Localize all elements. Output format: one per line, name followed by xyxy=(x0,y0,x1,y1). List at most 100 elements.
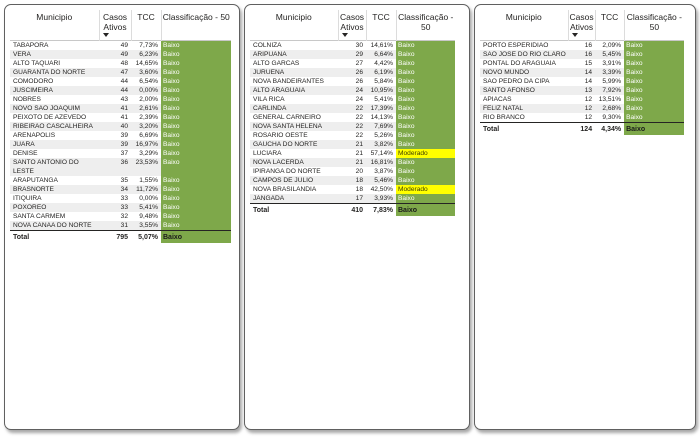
table-row[interactable]: VILA RICA 24 5,41% Baixo xyxy=(250,95,455,104)
table-row[interactable]: CAMPOS DE JULIO 18 5,46% Baixo xyxy=(250,176,455,185)
table-row[interactable]: TABAPORA 49 7,73% Baixo xyxy=(10,40,231,50)
cell-classificacao: Baixo xyxy=(161,122,231,131)
cell-classificacao: Baixo xyxy=(396,158,455,167)
cell-municipio: ALTO TAQUARI xyxy=(10,59,99,68)
table-row[interactable]: NOVA LACERDA 21 16,81% Baixo xyxy=(250,158,455,167)
cell-tcc: 0,00% xyxy=(131,86,161,95)
table-row[interactable]: SAO PEDRO DA CIPA 14 5,99% Baixo xyxy=(480,77,685,86)
cell-casos-ativos: 34 xyxy=(99,185,131,194)
table-row[interactable]: NOVA SANTA HELENA 22 7,69% Baixo xyxy=(250,122,455,131)
table-row[interactable]: CARLINDA 22 17,39% Baixo xyxy=(250,104,455,113)
table-row[interactable]: POXOREO 33 5,41% Baixo xyxy=(10,203,231,212)
cell-classificacao: Baixo xyxy=(396,59,455,68)
cell-classificacao: Baixo xyxy=(396,131,455,140)
table-row[interactable]: COLNIZA 30 14,61% Baixo xyxy=(250,40,455,50)
cell-casos-ativos: 41 xyxy=(99,104,131,113)
table-row[interactable]: SANTO ANTONIO DO LESTE 36 23,53% Baixo xyxy=(10,158,231,176)
cell-municipio: LUCIARA xyxy=(250,149,338,158)
table-row[interactable]: NOVA BRASILANDIA 18 42,50% Moderado xyxy=(250,185,455,194)
cell-tcc: 5,99% xyxy=(595,77,625,86)
table-row[interactable]: GENERAL CARNEIRO 22 14,13% Baixo xyxy=(250,113,455,122)
table-row[interactable]: SANTA CARMEM 32 9,48% Baixo xyxy=(10,212,231,221)
cell-tcc: 23,53% xyxy=(131,158,161,176)
table-row[interactable]: SAO JOSE DO RIO CLARO 16 5,45% Baixo xyxy=(480,50,685,59)
cell-tcc: 5,41% xyxy=(131,203,161,212)
table-row[interactable]: NOBRES 43 2,00% Baixo xyxy=(10,95,231,104)
cases-table-1: Municipio Casos Ativos TCC Classificação… xyxy=(10,10,231,243)
table-row[interactable]: GAUCHA DO NORTE 21 3,82% Baixo xyxy=(250,140,455,149)
sort-desc-icon xyxy=(102,33,109,37)
header-casos-ativos[interactable]: Casos Ativos xyxy=(567,10,596,41)
cell-casos-ativos: 31 xyxy=(99,221,131,231)
header-classificacao[interactable]: Classificação - 50 xyxy=(623,10,685,41)
table-row[interactable]: LUCIARA 21 57,14% Moderado xyxy=(250,149,455,158)
table-row[interactable]: ITIQUIRA 33 0,00% Baixo xyxy=(10,194,231,203)
table-row[interactable]: JURUENA 26 6,19% Baixo xyxy=(250,68,455,77)
cell-municipio: NOVA CANAA DO NORTE xyxy=(10,221,99,231)
header-casos-ativos[interactable]: Casos Ativos xyxy=(337,10,366,41)
cell-municipio: IPIRANGA DO NORTE xyxy=(250,167,338,176)
table-row[interactable]: PONTAL DO ARAGUAIA 15 3,91% Baixo xyxy=(480,59,685,68)
table-panel-1: Municipio Casos Ativos TCC Classificação… xyxy=(4,4,240,430)
table-row[interactable]: ALTO ARAGUAIA 24 10,95% Baixo xyxy=(250,86,455,95)
table-row[interactable]: PEIXOTO DE AZEVEDO 41 2,39% Baixo xyxy=(10,113,231,122)
table-row[interactable]: COMODORO 44 6,54% Baixo xyxy=(10,77,231,86)
cell-casos-ativos: 39 xyxy=(99,140,131,149)
table-row[interactable]: APIACAS 12 13,51% Baixo xyxy=(480,95,685,104)
cell-municipio: APIACAS xyxy=(480,95,568,104)
table-row[interactable]: DENISE 37 3,29% Baixo xyxy=(10,149,231,158)
header-classificacao[interactable]: Classificação - 50 xyxy=(160,10,231,41)
cell-casos-ativos: 16 xyxy=(568,40,596,50)
table-row[interactable]: VERA 49 6,23% Baixo xyxy=(10,50,231,59)
header-municipio[interactable]: Municipio xyxy=(275,12,312,22)
table-row[interactable]: SANTO AFONSO 13 7,92% Baixo xyxy=(480,86,685,95)
table-row[interactable]: NOVA BANDEIRANTES 26 5,84% Baixo xyxy=(250,77,455,86)
table-row[interactable]: RIBEIRAO CASCALHEIRA 40 3,20% Baixo xyxy=(10,122,231,131)
header-tcc[interactable]: TCC xyxy=(130,10,161,41)
cell-casos-ativos: 29 xyxy=(338,50,366,59)
table-row[interactable]: NOVO MUNDO 14 3,39% Baixo xyxy=(480,68,685,77)
table-row[interactable]: NOVO SAO JOAQUIM 41 2,61% Baixo xyxy=(10,104,231,113)
header-municipio[interactable]: Municipio xyxy=(36,12,73,22)
table-row[interactable]: ROSARIO OESTE 22 5,26% Baixo xyxy=(250,131,455,140)
table-row[interactable]: JUARA 39 16,97% Baixo xyxy=(10,140,231,149)
cell-municipio: SANTO ANTONIO DO LESTE xyxy=(10,158,99,176)
table-row[interactable]: IPIRANGA DO NORTE 20 3,87% Baixo xyxy=(250,167,455,176)
header-tcc[interactable]: TCC xyxy=(365,10,396,41)
cell-municipio: GUARANTA DO NORTE xyxy=(10,68,99,77)
table-row[interactable]: GUARANTA DO NORTE 47 3,60% Baixo xyxy=(10,68,231,77)
table-row[interactable]: ALTO TAQUARI 48 14,65% Baixo xyxy=(10,59,231,68)
cell-casos-ativos: 22 xyxy=(338,113,366,122)
cases-table-3: Municipio Casos Ativos TCC Classificação… xyxy=(480,10,685,135)
cell-classificacao: Baixo xyxy=(161,77,231,86)
cell-municipio: FELIZ NATAL xyxy=(480,104,568,113)
cell-municipio: CARLINDA xyxy=(250,104,338,113)
header-classificacao[interactable]: Classificação - 50 xyxy=(395,10,455,41)
table-row[interactable]: ARIPUANA 29 6,64% Baixo xyxy=(250,50,455,59)
cell-classificacao: Baixo xyxy=(161,113,231,122)
table-row[interactable]: JUSCIMEIRA 44 0,00% Baixo xyxy=(10,86,231,95)
table-row[interactable]: NOVA CANAA DO NORTE 31 3,55% Baixo xyxy=(10,221,231,231)
table-row[interactable]: ARENAPOLIS 39 6,69% Baixo xyxy=(10,131,231,140)
table-row[interactable]: ALTO GARCAS 27 4,42% Baixo xyxy=(250,59,455,68)
header-casos-ativos[interactable]: Casos Ativos xyxy=(98,10,131,41)
cell-casos-ativos: 16 xyxy=(568,50,596,59)
cell-casos-ativos: 24 xyxy=(338,86,366,95)
cell-casos-ativos: 12 xyxy=(568,113,596,123)
table-row[interactable]: FELIZ NATAL 12 2,68% Baixo xyxy=(480,104,685,113)
table-row[interactable]: BRASNORTE 34 11,72% Baixo xyxy=(10,185,231,194)
total-tcc: 4,34% xyxy=(595,122,625,135)
cell-casos-ativos: 21 xyxy=(338,158,366,167)
header-municipio[interactable]: Municipio xyxy=(505,12,542,22)
cell-municipio: PEIXOTO DE AZEVEDO xyxy=(10,113,99,122)
cell-classificacao: Baixo xyxy=(624,95,685,104)
cell-tcc: 3,60% xyxy=(131,68,161,77)
table-row[interactable]: JANGADA 17 3,93% Baixo xyxy=(250,194,455,204)
table-row[interactable]: RIO BRANCO 12 9,30% Baixo xyxy=(480,113,685,123)
header-tcc[interactable]: TCC xyxy=(594,10,625,41)
table-row[interactable]: PORTO ESPERIDIAO 16 2,09% Baixo xyxy=(480,40,685,50)
cell-classificacao: Baixo xyxy=(396,68,455,77)
sort-desc-icon xyxy=(571,33,578,37)
table-row[interactable]: ARAPUTANGA 35 1,55% Baixo xyxy=(10,176,231,185)
cell-tcc: 14,65% xyxy=(131,59,161,68)
